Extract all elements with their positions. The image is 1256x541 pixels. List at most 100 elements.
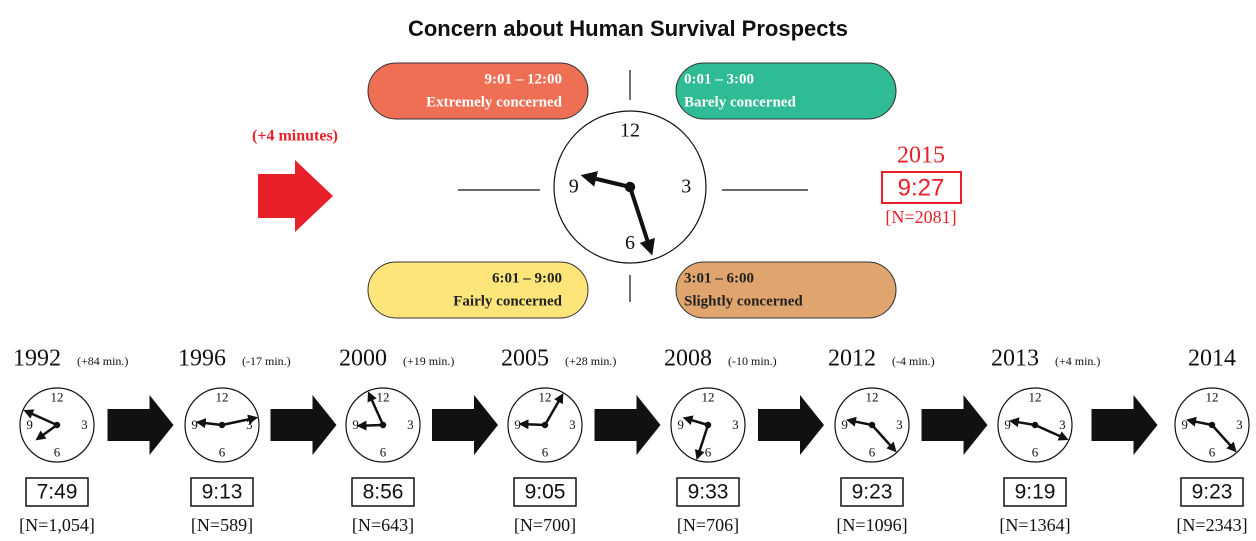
dial-number: 3 [681,176,691,198]
dial-number: 6 [869,444,876,459]
clock-center [379,421,387,429]
dial-number: 9 [26,417,33,432]
minute-hand [23,409,58,427]
dial-number: 12 [1029,390,1042,405]
time-box [840,477,904,507]
dial-number: 3 [569,417,576,432]
concern-label: Extremely concerned [426,94,563,110]
concern-range: 0:01 – 3:00 [684,71,754,87]
flow-arrow [1091,395,1158,455]
time-box [676,477,740,507]
year: 2013 [991,346,1039,372]
sample-size: [N=1364] [999,515,1070,535]
time-box [513,477,577,507]
concern-range: 9:01 – 12:00 [485,71,563,87]
minute-hand [1034,423,1069,441]
dial-number: 3 [1059,417,1066,432]
clock-center [704,421,712,429]
flow-arrow [758,395,824,455]
minute-hand [543,393,564,426]
minute-hand [221,414,259,427]
time: 8:56 [363,481,404,504]
clock-center [218,421,226,429]
sample-size: [N=2343] [1176,515,1247,535]
change: (-4 min.) [892,354,935,368]
clock-center [624,181,636,193]
dial-number: 9 [841,417,848,432]
sample-size: [N=589] [191,515,253,535]
dial-number: 9 [569,176,579,198]
minute-hand [871,424,897,453]
change: (+4 min.) [1055,354,1100,368]
sample-size: [N=1096] [836,515,907,535]
minute-hand [1211,424,1237,453]
dial-number: 6 [380,444,387,459]
dial-number: 12 [866,390,879,405]
year: 2014 [1188,346,1236,372]
time: 7:49 [37,481,78,504]
time-box [1180,477,1244,507]
dial-number: 6 [625,232,635,254]
dial-number: 9 [1004,417,1011,432]
sample-size: [N=643] [352,515,414,535]
time-box [190,477,254,507]
change: (+4 minutes) [252,128,338,145]
change: (+84 min.) [77,354,128,368]
time-box [881,171,962,204]
time: 9:13 [202,481,243,504]
year: 1996 [178,346,226,372]
minute-hand [694,424,710,461]
time-box [351,477,415,507]
clock-center [1031,421,1039,429]
concern-pill [675,261,897,319]
concern-range: 3:01 – 6:00 [684,270,754,286]
concern-pill [675,62,897,120]
concern-label: Fairly concerned [453,293,562,309]
year: 2015 [897,143,945,169]
minute-hand [367,391,385,426]
dial-number: 3 [896,417,903,432]
year: 2005 [501,346,549,372]
year: 2008 [664,346,712,372]
minute-hand [628,186,655,256]
dial-number: 12 [377,390,390,405]
time-box [25,477,89,507]
clock-center [53,421,61,429]
dial-number: 3 [732,417,739,432]
change: (-17 min.) [242,354,291,368]
flow-arrow [921,395,988,455]
concern-pill [367,261,589,319]
sample-size: [N=706] [677,515,739,535]
dial-number: 9 [677,417,684,432]
time: 9:27 [898,174,945,201]
title: Concern about Human Survival Prospects [408,16,848,41]
change: (+19 min.) [403,354,454,368]
clock-center [1208,421,1216,429]
concern-pill [367,62,589,120]
concern-label: Slightly concerned [684,293,803,309]
dial-number: 12 [1206,390,1219,405]
flow-arrow [594,395,661,455]
dial-number: 12 [51,390,64,405]
flow-arrow [432,395,498,455]
flow-arrow [270,395,337,455]
dial-number: 6 [219,444,226,459]
dial-number: 6 [542,444,549,459]
time-box [1003,477,1067,507]
dial-number: 9 [352,417,359,432]
concern-label: Barely concerned [684,94,796,110]
sample-size: [N=1,054] [19,515,95,535]
dial-number: 3 [81,417,88,432]
time: 9:33 [688,481,729,504]
dial-number: 6 [1209,444,1216,459]
dial-number: 3 [246,417,253,432]
dial-number: 6 [705,444,712,459]
sample-size: [N=2081] [885,207,956,227]
dial-number: 9 [191,417,198,432]
dial-number: 9 [1181,417,1188,432]
dial-number: 12 [702,390,715,405]
flow-arrow [107,395,174,455]
year: 2000 [339,346,387,372]
dial-number: 3 [407,417,414,432]
